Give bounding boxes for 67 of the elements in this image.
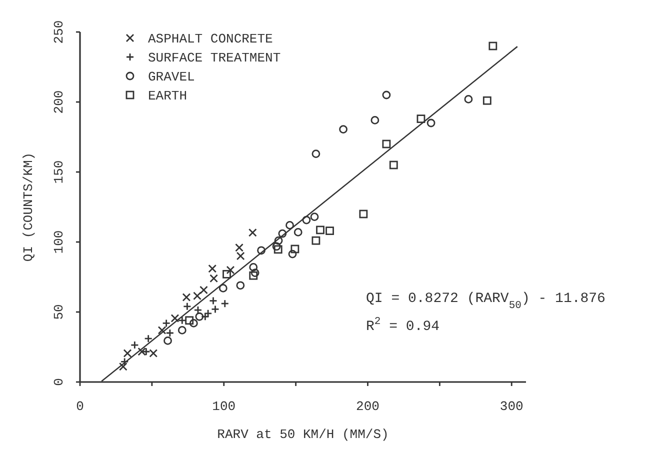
point xyxy=(426,118,436,128)
point xyxy=(464,95,473,104)
point xyxy=(185,316,194,325)
point xyxy=(218,284,228,292)
point xyxy=(288,250,297,258)
y-tick-label: 150 xyxy=(52,160,67,184)
y-tick-label: 100 xyxy=(52,230,67,254)
point xyxy=(222,270,231,278)
point xyxy=(316,226,324,234)
point xyxy=(389,160,398,170)
annotation: R$^{2}$ = 0.94 xyxy=(366,316,440,335)
point xyxy=(274,245,282,254)
point xyxy=(193,292,202,300)
point xyxy=(382,140,391,148)
x-axis-title: RARV at 50 KM/H (MM/S) xyxy=(217,427,389,442)
point xyxy=(312,236,320,245)
point xyxy=(249,263,258,272)
legend-label: GRAVEL xyxy=(148,70,195,85)
point xyxy=(249,271,258,280)
point xyxy=(482,96,492,105)
y-tick-label: 0 xyxy=(52,378,67,386)
point xyxy=(278,229,287,238)
y-tick-label: 200 xyxy=(52,90,67,114)
point xyxy=(189,319,198,328)
point xyxy=(236,281,245,290)
point xyxy=(195,312,204,321)
legend-label: ASPHALT CONCRETE xyxy=(148,32,274,47)
point xyxy=(326,226,334,235)
point xyxy=(164,336,172,345)
legend-label: EARTH xyxy=(148,88,188,104)
point xyxy=(416,114,426,123)
point xyxy=(290,244,300,254)
point xyxy=(235,243,244,252)
point xyxy=(200,286,208,294)
point xyxy=(488,42,498,50)
point xyxy=(286,221,294,230)
point xyxy=(210,274,218,283)
point xyxy=(123,349,132,358)
point xyxy=(236,252,245,260)
point xyxy=(294,228,302,236)
point xyxy=(312,150,320,158)
point xyxy=(138,347,146,356)
annotation: QI = 0.8272 (RARV$_{50}$) - 11.876 xyxy=(366,291,606,312)
point xyxy=(182,293,191,302)
x-tick-label: 200 xyxy=(356,399,380,414)
point xyxy=(250,268,260,277)
point xyxy=(370,116,380,124)
point xyxy=(178,326,186,334)
point xyxy=(208,264,217,273)
point xyxy=(382,90,391,100)
point xyxy=(339,125,348,134)
point xyxy=(272,242,281,251)
x-tick-label: 300 xyxy=(500,399,524,414)
point xyxy=(149,349,158,358)
point xyxy=(359,210,368,218)
point xyxy=(302,216,311,224)
point xyxy=(274,236,283,245)
x-tick-label: 0 xyxy=(76,399,84,414)
point xyxy=(170,314,180,322)
point xyxy=(257,246,266,255)
legend-label: SURFACE TREATMENT xyxy=(148,50,281,66)
point xyxy=(248,228,257,237)
x-tick-label: 100 xyxy=(212,399,236,414)
point xyxy=(310,212,319,221)
y-axis-title: QI (COUNTS/KM) xyxy=(21,152,36,262)
y-tick-label: 250 xyxy=(52,20,67,44)
y-tick-label: 50 xyxy=(52,304,67,320)
